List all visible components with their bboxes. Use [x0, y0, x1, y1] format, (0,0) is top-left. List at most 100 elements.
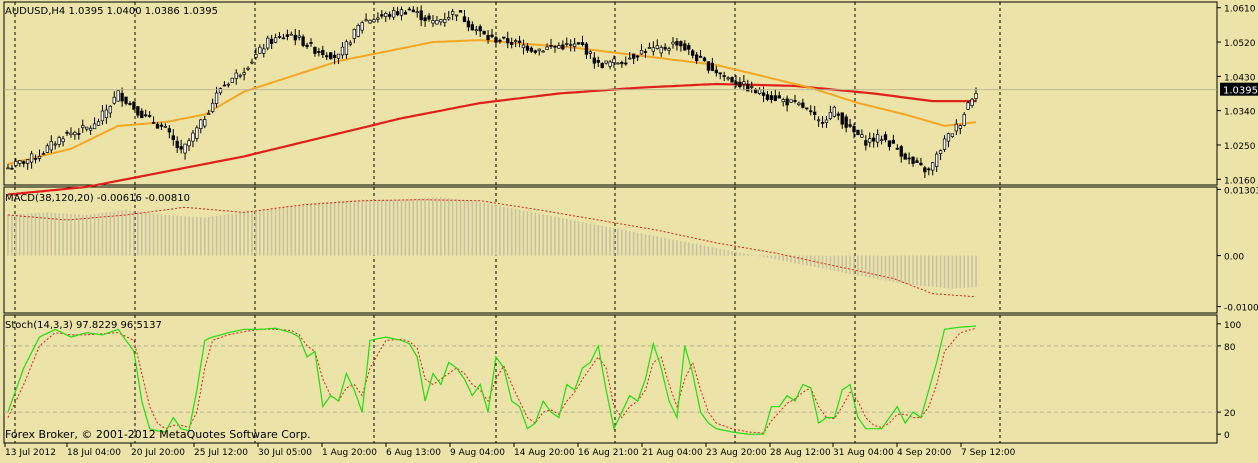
candle [801, 98, 805, 109]
time-tick-label: 6 Aug 13:00 [386, 448, 441, 458]
candle-body-bull [970, 98, 974, 106]
candle-body-bull [824, 119, 829, 123]
candle-body-bear [10, 167, 14, 170]
candle-body-bear [718, 72, 722, 75]
candle [529, 46, 534, 53]
ma-fast-path [7, 39, 977, 165]
candle-body-bull [521, 44, 526, 49]
candle-body-bull [667, 48, 671, 51]
candle [254, 47, 258, 60]
candle [85, 126, 89, 132]
candle [828, 105, 833, 121]
stochastic-pane[interactable]: Stoch(14,3,3) 97.8229 96.5137 [4, 320, 1217, 435]
candle [458, 10, 463, 13]
candle [525, 43, 530, 53]
candle [954, 119, 958, 136]
time-tick-label: 28 Aug 12:00 [770, 448, 831, 458]
candle [266, 35, 270, 51]
candle-body-bull [18, 160, 22, 164]
candle-body-bull [108, 105, 112, 114]
candle-body-bull [612, 58, 616, 63]
pane-frames [3, 1, 1218, 444]
candle-body-bear [785, 98, 789, 106]
current-price-label-bg [1220, 82, 1258, 96]
candle-body-bull [954, 123, 958, 132]
candle-body-bull [655, 45, 659, 49]
candle [285, 29, 290, 41]
candle-body-bear [411, 9, 415, 13]
candle [864, 135, 868, 151]
candle [128, 101, 132, 106]
candle-body-bear [592, 57, 596, 64]
candle [502, 36, 506, 40]
price-pane[interactable]: AUDUSD,H4 1.0395 1.0400 1.0386 1.0395 [4, 5, 1217, 196]
candle [269, 34, 274, 50]
candle [411, 6, 415, 13]
candle [832, 105, 836, 118]
candle-body-bear [584, 43, 589, 55]
time-tick-label: 21 Aug 04:00 [642, 448, 703, 458]
candle [352, 28, 356, 44]
candle [431, 15, 435, 27]
candle-body-bear [809, 110, 813, 113]
price-scale[interactable]: 1.0610 1.0520 1.0430 1.0340 1.0250 1.01600.01… [1217, 5, 1258, 441]
candle-body-bull [203, 119, 207, 127]
candle [364, 13, 368, 22]
candle [155, 122, 160, 129]
candle [419, 5, 423, 27]
candle-body-bear [915, 160, 919, 163]
candle [92, 117, 97, 130]
candle-body-bull [96, 121, 101, 126]
candle [698, 49, 703, 58]
candle-body-bull [210, 102, 215, 113]
time-scale[interactable]: 13 Jul 2012 18 Jul 04:00 20 Jul 20:00 25 Ju… [4, 443, 1016, 458]
candle-body-bull [447, 17, 451, 20]
candle-body-bear [738, 81, 742, 88]
moving-average-fast [7, 39, 977, 165]
candle-body-bull [789, 99, 793, 103]
candle [332, 50, 337, 65]
candle [167, 125, 171, 139]
candle [923, 165, 927, 178]
candle-body-bull [230, 77, 234, 83]
candle [895, 144, 899, 150]
candle-body-bear [813, 111, 817, 115]
candle [391, 6, 396, 20]
candle-body-bull [647, 47, 652, 49]
candle-body-bear [632, 53, 636, 59]
candle [667, 46, 671, 55]
candle-body-bear [301, 36, 305, 46]
candle-body-bull [651, 47, 655, 52]
candle-body-bear [710, 62, 715, 71]
candle-body-bear [761, 92, 766, 96]
candle-body-bear [801, 102, 805, 108]
candle-body-bear [466, 20, 471, 28]
candle-body-bull [273, 37, 278, 43]
candle [848, 118, 852, 129]
candle [41, 151, 46, 156]
time-tick-label: 18 Jul 04:00 [67, 448, 121, 458]
candle-body-bear [765, 94, 770, 100]
candle-body-bear [222, 84, 227, 87]
candle [163, 123, 168, 128]
candle [659, 45, 663, 57]
candle-body-bull [14, 160, 18, 166]
candle [785, 95, 789, 112]
candle [718, 72, 722, 80]
macd-pane[interactable]: MACD(38,120,20) -0.00616 -0.00810 [4, 193, 1217, 298]
candle-body-bull [431, 20, 435, 24]
candle-body-bear [923, 167, 927, 173]
candle-body-bull [187, 140, 191, 147]
time-tick-label: 16 Aug 21:00 [578, 448, 639, 458]
vertical-grid-lines [14, 2, 1001, 443]
candle [329, 51, 333, 60]
candle-body-bear [155, 123, 160, 129]
candle-body-bear [624, 62, 628, 65]
candle-body-bear [423, 17, 427, 22]
candle [722, 71, 726, 82]
price-pane-frame [3, 1, 1218, 186]
candle-body-bull [29, 153, 34, 163]
candle [403, 10, 408, 15]
